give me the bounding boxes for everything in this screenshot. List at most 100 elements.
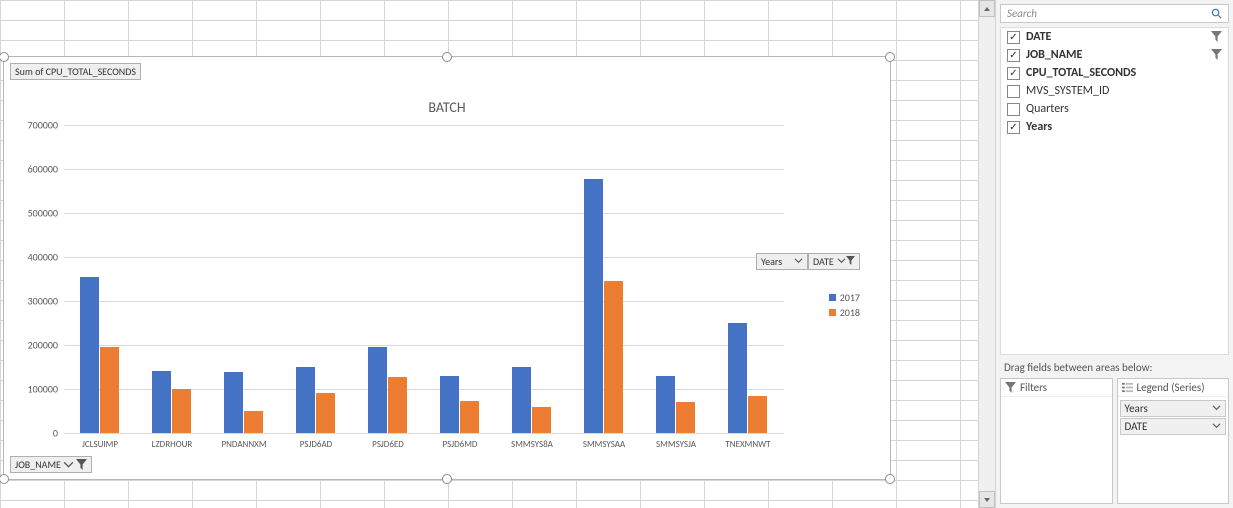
y-tick-label: 300000 — [28, 295, 58, 308]
category-label: SMMSYSJA — [656, 439, 696, 450]
category-label: PSJD6AD — [300, 439, 332, 450]
funnel-icon — [1005, 382, 1016, 393]
bar-2018[interactable] — [460, 401, 479, 433]
resize-handle-tl[interactable] — [0, 52, 9, 62]
field-item[interactable]: CPU_TOTAL_SECONDS — [1001, 64, 1228, 82]
bar-2018[interactable] — [388, 377, 407, 433]
axis-field-pill[interactable]: JOB_NAME — [10, 456, 92, 473]
y-tick-label: 600000 — [28, 163, 58, 176]
field-checkbox[interactable] — [1007, 49, 1020, 62]
funnel-icon — [837, 255, 855, 268]
field-list: DATE JOB_NAME CPU_TOTAL_SECONDS MVS_SYSTEM_… — [1000, 27, 1229, 355]
field-label: JOB_NAME — [1026, 48, 1082, 62]
bar-2017[interactable] — [152, 371, 171, 433]
legend-text: 2018 — [840, 306, 860, 319]
scroll-up-button[interactable] — [979, 0, 995, 17]
y-tick-label: 700000 — [28, 119, 58, 132]
field-search[interactable]: Search — [1000, 4, 1229, 23]
y-tick-label: 500000 — [28, 207, 58, 220]
filters-head-label: Filters — [1020, 381, 1047, 394]
area-field-pill[interactable]: Years — [1120, 400, 1227, 417]
funnel-icon — [76, 459, 87, 470]
vertical-scrollbar[interactable] — [978, 0, 995, 508]
y-tick-label: 100000 — [28, 383, 58, 396]
field-item[interactable]: MVS_SYSTEM_ID — [1001, 82, 1228, 100]
pivot-fields-panel: Search DATE JOB_NAME CPU_TOTAL_SECONDS MVS_… — [995, 0, 1233, 508]
search-icon — [1211, 8, 1222, 19]
legend-entry[interactable]: 2017 — [829, 291, 860, 304]
value-field-pill[interactable]: Sum of CPU_TOTAL_SECONDS — [10, 63, 141, 80]
field-item[interactable]: Years — [1001, 118, 1228, 136]
legend-field-button[interactable]: Years — [756, 253, 808, 270]
scroll-down-button[interactable] — [979, 491, 995, 508]
bar-2017[interactable] — [440, 376, 459, 433]
category-label: PSJD6MD — [443, 439, 478, 450]
field-checkbox[interactable] — [1007, 31, 1020, 44]
bar-2017[interactable] — [656, 376, 675, 433]
field-checkbox[interactable] — [1007, 121, 1020, 134]
field-label: DATE — [1026, 30, 1051, 44]
resize-handle-tr[interactable] — [885, 52, 895, 62]
legend-swatch — [829, 294, 836, 301]
resize-handle-bm[interactable] — [442, 474, 452, 484]
resize-handle-br[interactable] — [885, 474, 895, 484]
bar-2017[interactable] — [80, 277, 99, 433]
gridline — [64, 301, 784, 302]
legend-text: 2017 — [840, 291, 860, 304]
chevron-down-icon — [794, 255, 803, 268]
bar-2017[interactable] — [368, 347, 387, 433]
category-label: SMMSYS8A — [511, 439, 553, 450]
category-label: JCLSUIMP — [82, 439, 118, 450]
legend-field-buttons: Years DATE — [756, 253, 860, 272]
spreadsheet-area: Sum of CPU_TOTAL_SECONDS BATCH 0 100000 20… — [0, 0, 995, 508]
field-label: Quarters — [1026, 102, 1069, 116]
legend-field-button[interactable]: DATE — [808, 253, 860, 270]
field-checkbox[interactable] — [1007, 85, 1020, 98]
area-field-pill[interactable]: DATE — [1120, 418, 1227, 435]
bar-2018[interactable] — [676, 402, 695, 433]
gridline — [64, 213, 784, 214]
category-label: PSJD6ED — [372, 439, 404, 450]
bar-2018[interactable] — [244, 411, 263, 433]
field-item[interactable]: JOB_NAME — [1001, 46, 1228, 64]
bar-2017[interactable] — [296, 367, 315, 433]
bar-2017[interactable] — [584, 179, 603, 433]
resize-handle-tm[interactable] — [442, 52, 452, 62]
funnel-icon[interactable] — [1211, 49, 1222, 64]
area-field-label: Years — [1125, 402, 1148, 415]
bar-2018[interactable] — [316, 393, 335, 433]
pivot-chart-object[interactable]: Sum of CPU_TOTAL_SECONDS BATCH 0 100000 20… — [3, 56, 891, 480]
bar-2018[interactable] — [172, 389, 191, 433]
y-tick-label: 200000 — [28, 339, 58, 352]
bar-2018[interactable] — [100, 347, 119, 433]
legend-area[interactable]: Legend (Series) YearsDATE — [1117, 378, 1230, 504]
field-checkbox[interactable] — [1007, 103, 1020, 116]
y-tick-label: 400000 — [28, 251, 58, 264]
chart-legend: 2017 2018 — [829, 291, 860, 321]
bar-2018[interactable] — [532, 407, 551, 433]
field-label: Years — [1026, 120, 1052, 134]
category-label: LZDRHOUR — [152, 439, 193, 450]
y-tick-label: 0 — [53, 427, 58, 440]
funnel-icon[interactable] — [1211, 31, 1222, 46]
legend-field-label: DATE — [813, 255, 834, 268]
field-label: CPU_TOTAL_SECONDS — [1026, 66, 1136, 80]
category-label: SMMSYSAA — [583, 439, 625, 450]
area-field-label: DATE — [1125, 420, 1148, 433]
bar-2017[interactable] — [224, 372, 243, 433]
chevron-down-icon — [1212, 420, 1221, 433]
bar-2017[interactable] — [512, 367, 531, 433]
gridline — [64, 433, 784, 434]
filters-area[interactable]: Filters — [1000, 378, 1113, 504]
axis-field-label: JOB_NAME — [15, 458, 61, 471]
bar-2018[interactable] — [748, 396, 767, 433]
chart-title: BATCH — [4, 99, 890, 116]
bar-2017[interactable] — [728, 323, 747, 433]
chevron-down-icon — [1212, 402, 1221, 415]
field-checkbox[interactable] — [1007, 67, 1020, 80]
bar-2018[interactable] — [604, 281, 623, 433]
field-item[interactable]: DATE — [1001, 28, 1228, 46]
legend-entry[interactable]: 2018 — [829, 306, 860, 319]
gridline — [64, 125, 784, 126]
field-item[interactable]: Quarters — [1001, 100, 1228, 118]
